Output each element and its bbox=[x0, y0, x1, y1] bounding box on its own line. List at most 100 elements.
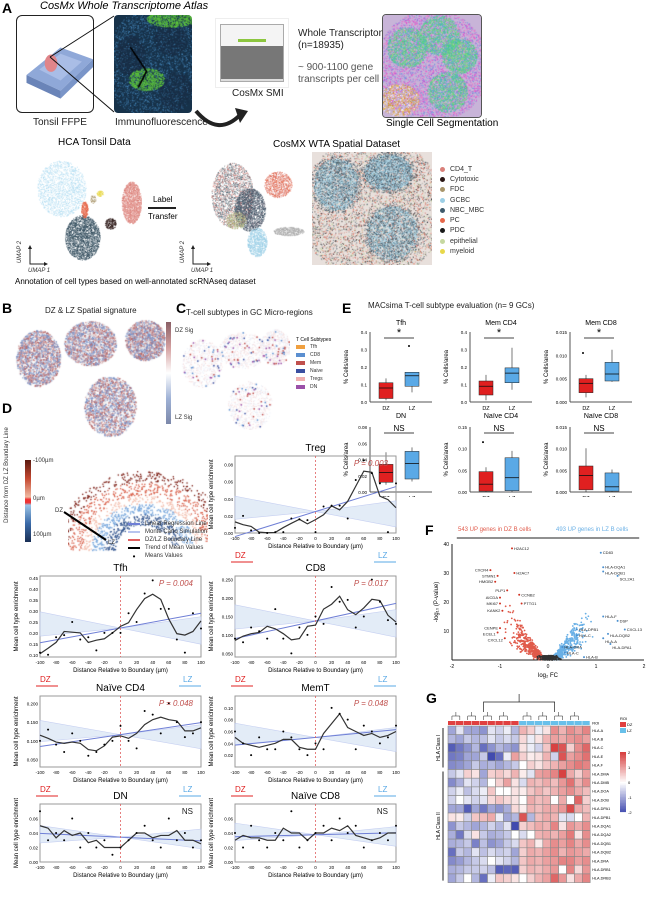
gene-label: HLA-DQB2 bbox=[610, 633, 631, 638]
x-tick-label: -1 bbox=[498, 664, 503, 670]
mean-point bbox=[234, 637, 236, 640]
gene-point bbox=[590, 620, 592, 623]
x-tick-label: 60 bbox=[166, 770, 172, 775]
dendrogram-branch bbox=[522, 712, 532, 720]
label-transfer: Label Transfer bbox=[148, 195, 178, 221]
heatmap-cell bbox=[518, 847, 528, 857]
colorbar-segment bbox=[620, 773, 626, 775]
heatmap-cell bbox=[463, 821, 472, 831]
heatmap-cell bbox=[495, 821, 504, 831]
mean-point bbox=[354, 748, 357, 751]
heatmap-cell bbox=[526, 725, 536, 735]
heatmap-cell bbox=[566, 795, 575, 805]
heatmap-cell bbox=[582, 838, 591, 849]
gene-label: HLA-DRA bbox=[564, 644, 582, 649]
colorbar-tick: -2 bbox=[628, 810, 632, 815]
gene-point bbox=[529, 646, 532, 649]
gene-point bbox=[573, 642, 576, 645]
gene-point bbox=[585, 630, 588, 632]
gene-point bbox=[509, 611, 512, 614]
gene-point bbox=[584, 640, 587, 643]
heatmap-cell bbox=[582, 856, 591, 866]
heatmap-cell bbox=[550, 812, 559, 822]
gene-point bbox=[573, 640, 576, 643]
x-tick-label: -80 bbox=[53, 865, 60, 870]
legend-dot bbox=[440, 197, 445, 203]
heatmap-cell bbox=[534, 760, 544, 770]
mean-point bbox=[191, 732, 194, 735]
mean-point bbox=[298, 626, 301, 629]
heatmap-cell bbox=[503, 777, 512, 788]
mean-point bbox=[370, 730, 373, 733]
mean-point bbox=[151, 579, 154, 582]
colorbar-segment bbox=[620, 806, 626, 808]
umap2-label: UMAP 2 bbox=[17, 240, 23, 264]
heatmap-cell bbox=[566, 725, 575, 735]
colorbar-segment bbox=[620, 756, 626, 759]
mean-point bbox=[298, 518, 301, 521]
heatmap-cell bbox=[518, 804, 528, 814]
heatmap-cell bbox=[542, 760, 552, 770]
heatmap-cell bbox=[503, 812, 512, 822]
y-tick-label: 0.0 bbox=[361, 400, 368, 405]
heatmap-cell bbox=[463, 760, 472, 770]
y-tick-label: 0.45 bbox=[29, 576, 38, 581]
legend-label: Tfh bbox=[310, 344, 318, 350]
gene-point bbox=[573, 637, 576, 639]
heatmap-cell bbox=[463, 795, 472, 805]
gc-distance-map bbox=[68, 455, 208, 555]
colorbar-segment bbox=[620, 794, 626, 796]
heatmap-cell bbox=[503, 864, 512, 875]
legend-label: DZ/LZ Boundary Line bbox=[145, 537, 203, 543]
heatmap-cell bbox=[471, 804, 480, 814]
gene-label: STMN1 bbox=[482, 573, 496, 578]
mean-point bbox=[39, 810, 41, 813]
colorbar-segment bbox=[620, 770, 626, 772]
mean-point bbox=[119, 724, 122, 727]
colorbar-segment bbox=[620, 768, 626, 771]
x-tick-label: 20 bbox=[329, 536, 335, 541]
gene-point bbox=[513, 641, 515, 644]
heatmap-cell bbox=[463, 856, 472, 866]
ns-gene-point bbox=[545, 656, 548, 659]
mean-point bbox=[346, 718, 349, 721]
x-tick-label: 100 bbox=[197, 770, 205, 775]
ns-gene-point bbox=[554, 656, 557, 659]
mean-point bbox=[39, 651, 41, 654]
y-tick-label: 0.04 bbox=[224, 497, 233, 502]
gene-point bbox=[517, 631, 520, 634]
y-tick-label: 0.15 bbox=[29, 642, 38, 647]
trend-line bbox=[234, 712, 397, 750]
box-lz bbox=[504, 367, 520, 383]
colorbar-segment bbox=[620, 780, 626, 783]
legend-label: Cytotoxic bbox=[450, 175, 479, 183]
gene-point bbox=[584, 616, 587, 619]
y-axis-label: Mean cell type enrichment bbox=[209, 581, 215, 651]
heatmap-cell bbox=[534, 821, 544, 831]
y-tick-label: 0.2 bbox=[361, 365, 368, 370]
mean-point bbox=[242, 514, 245, 517]
heatmap-cell bbox=[582, 804, 591, 814]
gene-point bbox=[528, 639, 531, 642]
gene-point bbox=[559, 645, 562, 648]
heatmap-cell bbox=[503, 795, 512, 805]
y-tick-label: 0.10 bbox=[224, 706, 233, 711]
dendrogram-branch bbox=[483, 712, 492, 720]
gene-point bbox=[509, 604, 511, 607]
y-tick-label: 0.20 bbox=[29, 631, 38, 636]
heatmap-cell bbox=[471, 751, 480, 762]
legend-lz-swatch bbox=[620, 728, 626, 733]
dz-up-label: 543 UP genes in DZ B cells bbox=[458, 527, 532, 533]
labeled-gene-point bbox=[616, 619, 619, 622]
panel-a-label: A bbox=[2, 0, 13, 16]
y-tick-label: 0.4 bbox=[461, 330, 468, 335]
x-tick-label: -40 bbox=[85, 660, 92, 665]
box-dz bbox=[578, 378, 594, 393]
mean-point bbox=[266, 846, 269, 849]
heatmap-cell bbox=[455, 795, 465, 805]
x-tick-label: 100 bbox=[392, 770, 400, 775]
ns-gene-point bbox=[555, 659, 558, 661]
mean-point bbox=[362, 846, 365, 849]
immunofluorescence-image bbox=[114, 15, 192, 113]
mean-point bbox=[242, 846, 245, 849]
